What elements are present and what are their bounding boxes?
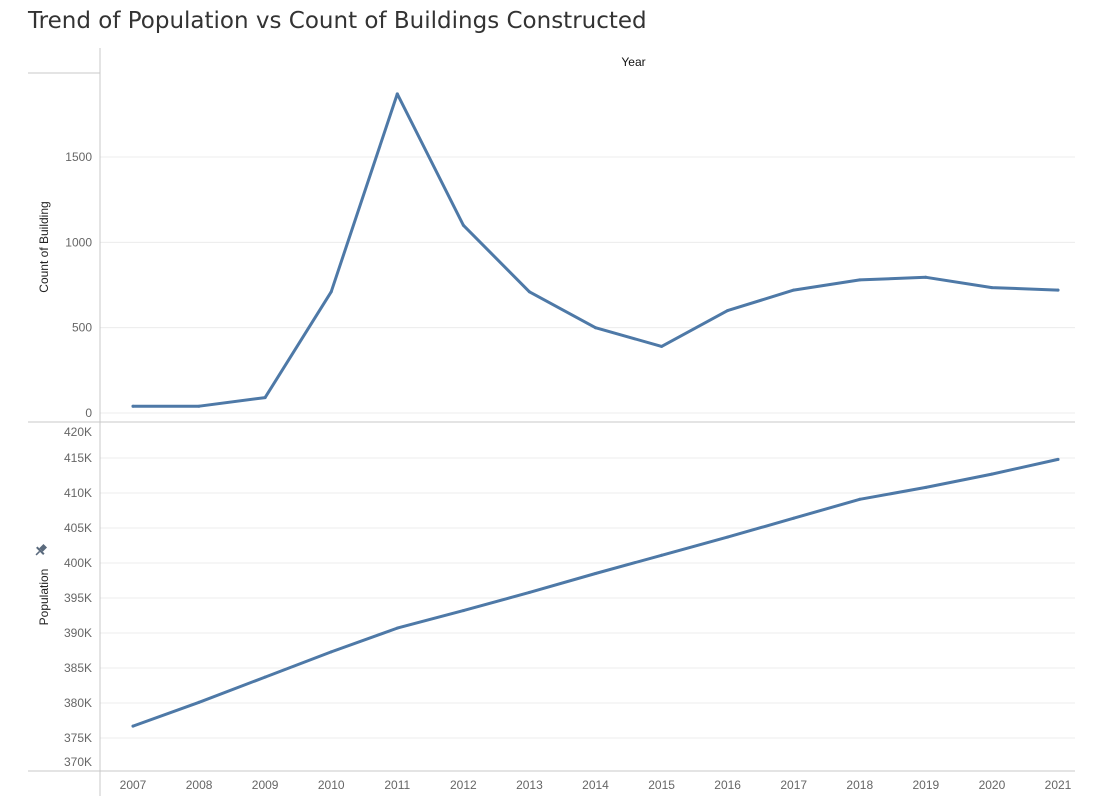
data-point[interactable] xyxy=(197,404,201,408)
x-tick-label: 2020 xyxy=(979,778,1006,792)
data-point[interactable] xyxy=(660,553,664,557)
x-tick-label: 2015 xyxy=(648,778,675,792)
data-point[interactable] xyxy=(131,724,135,728)
y-tick-label: 1500 xyxy=(65,150,92,164)
data-point[interactable] xyxy=(263,675,267,679)
data-point[interactable] xyxy=(395,92,399,96)
data-point[interactable] xyxy=(792,288,796,292)
data-point[interactable] xyxy=(461,223,465,227)
data-point[interactable] xyxy=(990,286,994,290)
x-tick-label: 2013 xyxy=(516,778,543,792)
data-point[interactable] xyxy=(858,278,862,282)
y-axis-title: Population xyxy=(37,569,51,626)
data-point[interactable] xyxy=(197,700,201,704)
x-tick-label: 2018 xyxy=(846,778,873,792)
y-tick-label: 420K xyxy=(64,425,92,439)
data-point[interactable] xyxy=(461,609,465,613)
data-point[interactable] xyxy=(990,472,994,476)
data-point[interactable] xyxy=(726,309,730,313)
x-tick-label: 2021 xyxy=(1045,778,1072,792)
y-tick-label: 370K xyxy=(64,755,92,769)
y-tick-label: 410K xyxy=(64,486,92,500)
x-tick-label: 2017 xyxy=(780,778,807,792)
grid-layer xyxy=(100,156,1075,739)
data-point[interactable] xyxy=(594,572,597,575)
y-tick-label: 1000 xyxy=(65,235,92,249)
x-tick-label: 2011 xyxy=(384,778,410,792)
data-point[interactable] xyxy=(858,497,862,501)
x-tick-label: 2014 xyxy=(582,778,609,792)
y-tick-label: 395K xyxy=(64,591,92,605)
data-point[interactable] xyxy=(594,326,597,330)
y-tick-label: 405K xyxy=(64,521,92,535)
y-axis-title: Count of Building xyxy=(37,201,51,292)
data-point[interactable] xyxy=(924,275,928,279)
data-point[interactable] xyxy=(263,396,267,400)
data-point[interactable] xyxy=(726,535,730,539)
series-line xyxy=(131,92,1060,408)
data-point[interactable] xyxy=(131,404,135,408)
x-tick-label: 2016 xyxy=(714,778,741,792)
data-point[interactable] xyxy=(329,650,333,654)
x-tick-label: 2009 xyxy=(252,778,279,792)
data-point[interactable] xyxy=(660,344,664,348)
x-tick-label: 2007 xyxy=(120,778,147,792)
data-point[interactable] xyxy=(1056,288,1060,292)
chart-title: Trend of Population vs Count of Building… xyxy=(28,8,647,34)
data-point[interactable] xyxy=(527,590,531,594)
y-tick-label: 380K xyxy=(64,696,92,710)
series-line xyxy=(131,457,1060,728)
data-point[interactable] xyxy=(527,290,531,294)
axis-layer: 0 500 1000 1500 Count of Building 370K 375K 380… xyxy=(33,150,1072,792)
x-tick-label: 2008 xyxy=(186,778,213,792)
y-tick-label: 375K xyxy=(64,731,92,745)
y-tick-label: 500 xyxy=(72,321,92,335)
data-point[interactable] xyxy=(395,626,399,630)
x-tick-label: 2012 xyxy=(450,778,477,792)
frame-layer xyxy=(28,48,1075,796)
y-tick-label: 0 xyxy=(85,406,92,420)
data-point[interactable] xyxy=(1056,457,1060,461)
y-tick-label: 415K xyxy=(64,451,92,465)
data-point[interactable] xyxy=(329,290,333,294)
series-layer xyxy=(131,92,1060,728)
column-header-year: Year xyxy=(621,55,645,69)
y-tick-label: 390K xyxy=(64,626,92,640)
y-tick-label: 385K xyxy=(64,661,92,675)
x-tick-label: 2010 xyxy=(318,778,345,792)
y-tick-label: 400K xyxy=(64,556,92,570)
data-point[interactable] xyxy=(924,485,928,489)
pin-icon[interactable] xyxy=(33,542,49,558)
data-point[interactable] xyxy=(792,516,796,520)
x-tick-label: 2019 xyxy=(913,778,940,792)
